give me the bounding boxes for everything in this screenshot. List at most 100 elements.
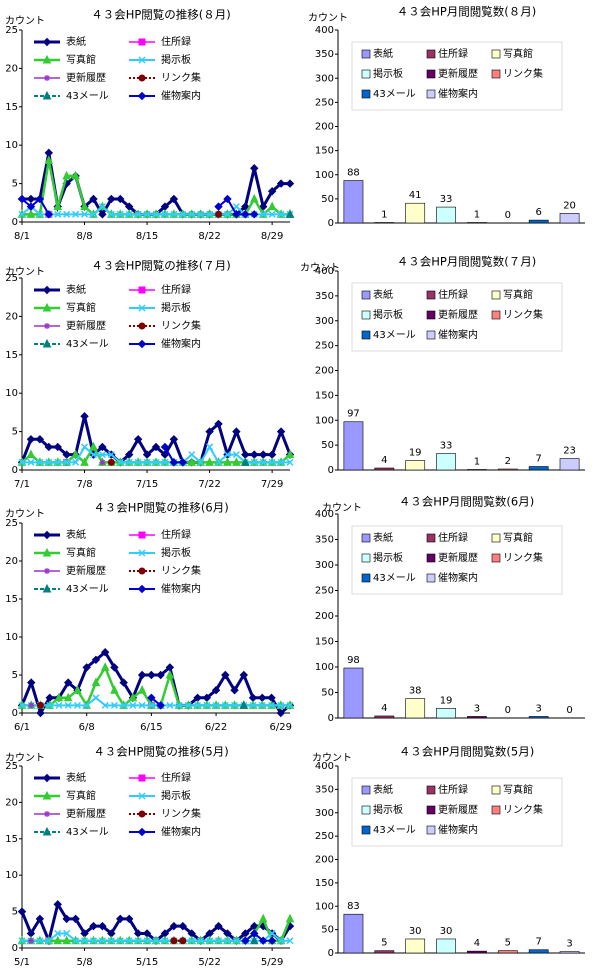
marker (46, 701, 54, 709)
marker (138, 304, 146, 312)
y-tick-label: 250 (315, 341, 334, 352)
marker (80, 457, 89, 466)
value-label: 88 (347, 168, 360, 179)
marker (44, 75, 50, 81)
marker (138, 74, 146, 82)
marker (134, 458, 142, 466)
bar (497, 950, 518, 954)
marker (178, 921, 188, 931)
marker (71, 914, 80, 924)
legend-swatch (491, 310, 501, 320)
marker (63, 678, 73, 687)
marker (221, 670, 230, 680)
marker (223, 194, 232, 204)
marker (277, 937, 285, 945)
legend-swatch (361, 553, 371, 563)
bar (343, 421, 364, 471)
marker (26, 449, 36, 459)
marker (44, 155, 54, 165)
y-tick-label: 10 (5, 632, 18, 643)
marker (188, 937, 196, 945)
marker (42, 547, 52, 557)
marker (18, 937, 26, 945)
y-tick-label: 200 (315, 855, 334, 866)
marker (26, 194, 36, 204)
y-tick-label: 150 (315, 878, 334, 889)
marker (250, 929, 259, 938)
legend-label: 表紙 (373, 783, 393, 796)
marker (17, 907, 27, 916)
bar (343, 913, 364, 954)
marker (44, 568, 50, 574)
marker (285, 179, 295, 188)
marker (203, 701, 211, 709)
legend-label: リンク集 (503, 803, 543, 816)
marker (239, 700, 249, 709)
value-label: 23 (563, 446, 576, 457)
legend-swatch (426, 825, 436, 835)
y-tick-label: 0 (12, 465, 18, 476)
y-tick-label: 15 (5, 594, 18, 605)
y-tick-label: 50 (321, 440, 334, 451)
value-label: 98 (347, 655, 360, 666)
marker (250, 458, 258, 466)
value-label: 5 (381, 938, 387, 949)
legend-swatch (361, 290, 371, 300)
y-tick-label: 100 (315, 415, 334, 426)
legend-swatch (426, 330, 436, 340)
y-axis-label: カウント (322, 502, 362, 514)
marker (232, 937, 240, 945)
legend-label: 43メール (66, 827, 109, 838)
x-tick-label: 7/8 (76, 479, 92, 490)
legend-label: 住所録 (438, 783, 468, 796)
y-tick-label: 15 (5, 350, 18, 361)
value-label: 7 (536, 454, 542, 465)
y-tick-label: 150 (315, 390, 334, 401)
x-tick-label: 5/1 (14, 957, 30, 968)
marker (285, 449, 295, 459)
marker (72, 937, 80, 945)
marker (91, 677, 101, 687)
value-label: 2 (505, 456, 511, 467)
x-tick-label: 7/22 (198, 479, 220, 490)
marker (138, 701, 146, 709)
marker (138, 322, 146, 330)
value-label: 0 (505, 705, 511, 716)
legend-swatch (426, 785, 436, 795)
marker (267, 201, 277, 211)
chart-title: ４３会HP月間閲覧数(5月) (399, 745, 534, 759)
marker (27, 678, 36, 687)
marker (286, 937, 294, 945)
y-tick-label: 150 (315, 146, 334, 157)
marker (125, 458, 133, 466)
legend-label: 催物案内 (161, 825, 201, 838)
marker (138, 567, 146, 575)
marker (107, 937, 115, 945)
legend-swatch (361, 573, 371, 583)
legend-swatch (361, 330, 371, 340)
legend-label: 43メール (373, 89, 416, 100)
marker (64, 701, 72, 709)
marker (98, 451, 106, 459)
marker (63, 929, 71, 937)
marker (223, 210, 231, 218)
marker (110, 701, 118, 709)
marker (134, 937, 142, 945)
marker (161, 937, 169, 945)
marker (53, 935, 63, 945)
x-tick-label: 8/22 (198, 231, 220, 242)
marker (169, 194, 179, 204)
marker (232, 203, 240, 211)
y-axis-label: カウント (300, 262, 340, 274)
marker (73, 685, 82, 694)
marker (35, 914, 45, 924)
marker (89, 210, 97, 218)
marker (116, 458, 124, 466)
marker (110, 663, 119, 672)
y-tick-label: 0 (12, 708, 18, 719)
marker (63, 692, 73, 702)
value-label: 30 (409, 926, 422, 937)
marker (53, 442, 62, 452)
marker (134, 210, 142, 218)
legend-label: 43メール (66, 91, 109, 102)
